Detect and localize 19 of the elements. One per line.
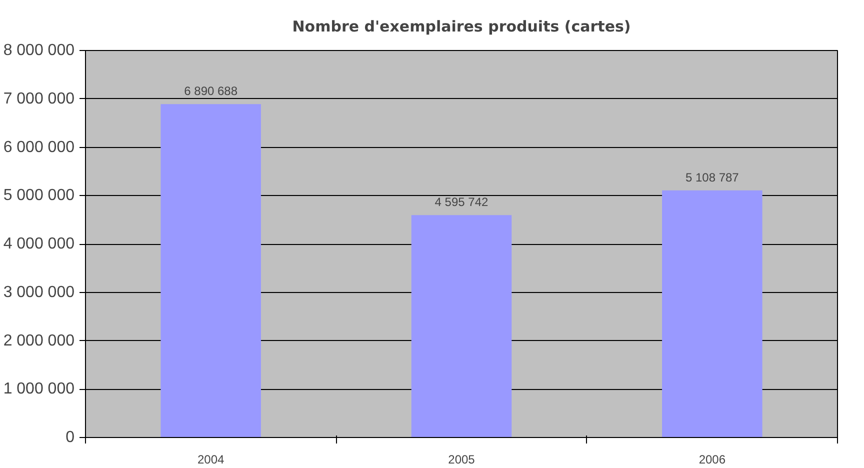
x-tick-label: 2006 (698, 452, 726, 466)
data-label: 6 890 688 (184, 84, 238, 98)
y-tick-label: 1 000 000 (3, 380, 75, 398)
x-tick-label: 2004 (197, 452, 225, 466)
bar (662, 190, 762, 438)
x-tick-label: 2005 (448, 452, 476, 466)
y-tick-label: 7 000 000 (3, 90, 75, 108)
bar (160, 104, 261, 438)
bar (411, 215, 512, 438)
y-tick-label: 5 000 000 (3, 187, 75, 204)
data-label: 4 595 742 (434, 195, 489, 210)
data-label: 5 108 787 (685, 170, 740, 184)
y-tick-label: 3 000 000 (3, 284, 75, 301)
y-tick-label: 0 (66, 429, 75, 446)
y-tick-label: 6 000 000 (3, 138, 75, 156)
y-tick-label: 4 000 000 (3, 236, 75, 252)
y-tick-label: 2 000 000 (3, 332, 75, 350)
y-tick-label: 8 000 000 (3, 42, 75, 59)
chart-title: Nombre d'exemplaires produits (cartes) (292, 18, 631, 36)
